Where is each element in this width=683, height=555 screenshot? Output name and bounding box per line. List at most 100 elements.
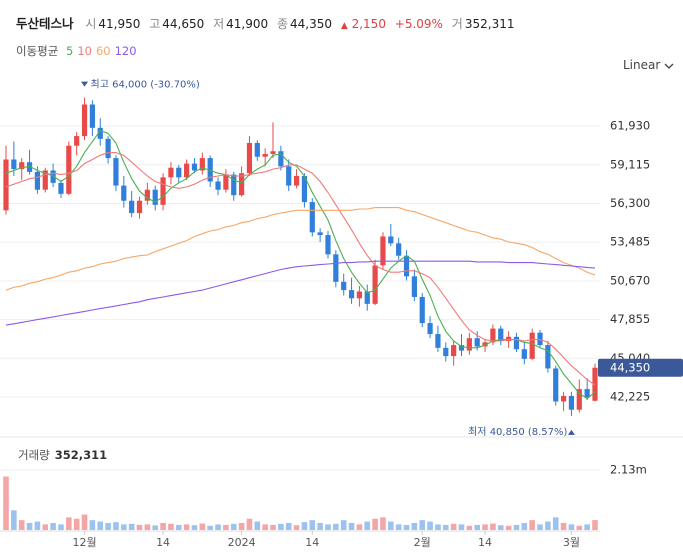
volume-bar: [207, 525, 213, 530]
candle-body: [364, 291, 370, 304]
volume-bar: [278, 523, 284, 530]
candle-body: [176, 167, 182, 178]
candle-body: [152, 189, 158, 205]
field-value: 352,311: [464, 17, 515, 31]
candle-body: [270, 151, 276, 154]
candle-body: [568, 395, 575, 410]
candle-body: [458, 345, 465, 351]
candle-body: [333, 254, 339, 282]
volume-bar: [97, 521, 104, 530]
candle-body: [113, 158, 119, 186]
candle-body: [506, 336, 512, 341]
candle-body: [482, 342, 488, 347]
volume-bar: [215, 524, 221, 530]
volume-bar: [497, 525, 504, 530]
volume-bar: [89, 520, 96, 530]
volume-bar: [513, 524, 520, 530]
candle-body: [66, 145, 72, 194]
volume-bar: [293, 525, 300, 530]
volume-bar: [160, 522, 166, 530]
field-value: 41,900: [226, 17, 269, 31]
volume-bar: [230, 523, 237, 530]
candle-body: [309, 202, 315, 233]
candle-body: [396, 243, 402, 256]
x-tick-label: 3월: [563, 536, 580, 549]
candle-body: [537, 332, 543, 346]
volume-bar: [458, 524, 465, 530]
volume-bar: [388, 521, 394, 530]
volume-bar: [466, 525, 473, 530]
legend-entry: 10: [77, 44, 92, 58]
candle-body: [160, 177, 166, 205]
volume-bar: [309, 520, 316, 530]
y-tick-label: 61,930: [610, 119, 650, 133]
candle-body: [136, 200, 143, 214]
field-value: 44,350: [290, 17, 333, 31]
max-annotation: 최고 64,000 (-30.70%): [91, 79, 200, 91]
x-tick-label: 12월: [72, 536, 96, 549]
change-amount: 2,150: [351, 17, 386, 31]
y-tick-label: 53,485: [610, 235, 650, 249]
volume-bar: [474, 524, 480, 530]
volume-bar: [403, 524, 410, 530]
candle-body: [592, 367, 598, 401]
candle-body: [231, 174, 237, 196]
x-tick-label: 2월: [414, 536, 431, 549]
candle-body: [301, 175, 308, 203]
volume-bar: [254, 521, 261, 530]
candle-body: [144, 189, 150, 201]
x-tick-label: 14: [305, 536, 319, 549]
min-marker: [567, 429, 575, 435]
candle-body: [490, 328, 496, 343]
scale-dropdown[interactable]: Linear: [623, 58, 674, 72]
candle-body: [341, 281, 347, 291]
volume-bar: [50, 522, 56, 530]
field-label: 거: [451, 17, 463, 31]
volume-bar: [3, 476, 9, 530]
candle-body: [19, 162, 25, 170]
moving-average-line: [5, 152, 596, 386]
candle-body: [427, 323, 433, 335]
candle-body: [443, 347, 449, 357]
volume-bar: [238, 522, 245, 530]
volume-bar: [333, 523, 339, 530]
candle-body: [435, 334, 441, 348]
volume-bar: [356, 524, 363, 530]
candle-body: [293, 175, 300, 186]
volume-bar: [152, 525, 159, 530]
volume-bar: [270, 524, 276, 530]
candle-body: [325, 235, 331, 255]
y-tick-label: 42,225: [610, 389, 650, 403]
volume-bar: [121, 524, 127, 530]
volume-bar: [521, 522, 528, 530]
candle-body: [11, 159, 17, 170]
volume-bar: [136, 524, 143, 530]
candle-body: [356, 291, 362, 299]
volume-bar: [560, 522, 567, 530]
volume-bar: [18, 520, 25, 530]
candle-body: [560, 395, 567, 402]
legend-entry: 60: [95, 44, 111, 58]
volume-bar: [419, 520, 426, 530]
chevron[interactable]: [664, 62, 674, 70]
moving-average-line: [5, 129, 596, 400]
candle-body: [411, 276, 417, 297]
volume-bar: [364, 521, 371, 530]
volume-title-value: 352,311: [55, 448, 107, 462]
candle-body: [34, 171, 41, 190]
candle-body: [239, 173, 245, 196]
candle-body: [97, 127, 103, 139]
candle-body: [286, 166, 292, 186]
scale-label[interactable]: Linear: [623, 58, 661, 72]
candle-body: [81, 104, 88, 137]
field-label: 저: [213, 17, 225, 31]
candle-body: [26, 162, 33, 172]
volume-bar: [372, 518, 378, 530]
volume-bar: [73, 518, 80, 530]
ma-legend: 이동평균 5 10 60 120: [16, 43, 141, 59]
volume-bar: [584, 524, 590, 530]
volume-bar: [81, 514, 88, 530]
candle-body: [89, 104, 95, 128]
volume-bar: [317, 522, 323, 530]
